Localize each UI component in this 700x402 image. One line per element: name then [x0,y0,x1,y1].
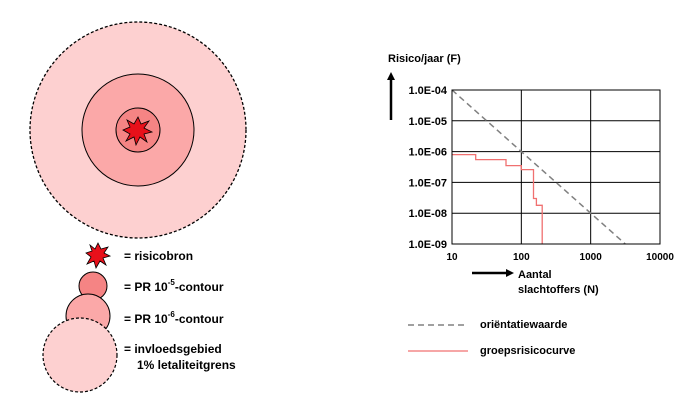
legend-influence-label-line1: = invloedsgebied [124,342,222,356]
legend-influence-label-line2: 1% letaliteitgrens [137,358,236,372]
fn-chart: Risico/jaar (F) 1.0E-041.0E-051.0E-061.0… [387,53,674,296]
risk-contours [29,21,247,239]
x-tick-label-1: 100 [513,252,530,263]
risk-source-icon [122,116,154,147]
y-tick-label-5: 1.0E-09 [408,239,447,251]
chart-series [451,89,626,245]
legend-pr5-label: = PR 10-5-contour [124,278,224,294]
x-tick-label-3: 10000 [646,252,674,263]
legend-influence-swatch [42,317,118,393]
y-tick-label-2: 1.0E-06 [408,147,447,159]
legend-source-icon [85,242,112,270]
legend-guide-line-label: oriëntatiewaarde [480,319,567,331]
y-axis-label: Risico/jaar (F) [388,53,461,65]
series-line-orientation-value [451,89,626,245]
legend-pr6-label: = PR 10-6-contour [124,310,224,326]
x-axis-label-line2: slachtoffers (N) [518,284,599,296]
y-tick-label-3: 1.0E-07 [408,177,447,189]
legend-source-label: = risicobron [124,249,193,263]
y-tick-label-1: 1.0E-05 [408,116,447,128]
y-tick-labels: 1.0E-04 1.0E-05 1.0E-06 1.0E-07 1.0E-08 1.0E-… [408,85,447,251]
legend-curve-label: groepsrisicocurve [480,345,575,357]
series-line-group-risk-curve [452,153,543,244]
chart-grid [451,89,661,245]
x-axis-label-line1: Aantal [518,269,552,281]
contour-legend: = risicobron = PR 10-5-contour = PR 10-6… [42,242,236,393]
x-tick-label-0: 10 [446,252,458,263]
y-tick-label-4: 1.0E-08 [408,208,447,220]
plot-frame [451,89,661,245]
x-tick-labels: 10 100 1000 10000 [446,252,674,263]
y-tick-label-0: 1.0E-04 [408,85,447,97]
x-tick-label-2: 1000 [580,252,603,263]
series-legend: oriëntatiewaarde groepsrisicocurve [408,319,575,357]
